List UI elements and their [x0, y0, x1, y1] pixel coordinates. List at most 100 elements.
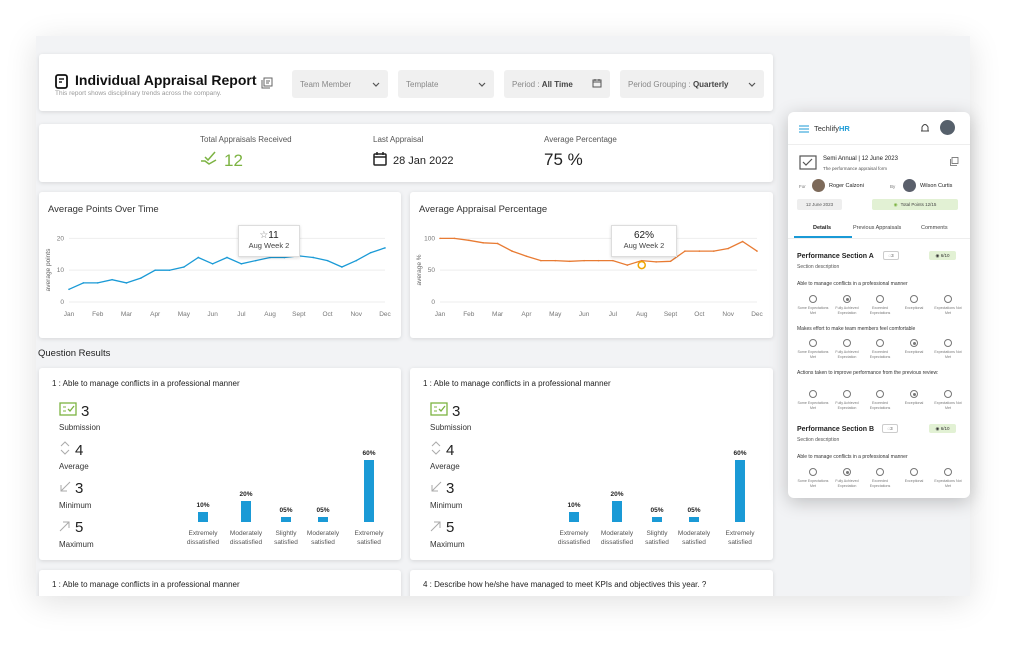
rating-radio[interactable]	[876, 390, 884, 398]
bar-value-label: 10%	[196, 501, 210, 509]
period-select[interactable]: Period : All Time	[504, 70, 610, 98]
maximum-icon	[430, 519, 442, 536]
rating-radio[interactable]	[944, 295, 952, 303]
x-tick-label: Feb	[463, 311, 475, 318]
y-tick-label: 50	[428, 267, 436, 274]
rating-radio[interactable]	[809, 468, 817, 476]
question-text: Actions taken to improve performance fro…	[797, 370, 939, 376]
bar-value-label: 10%	[567, 501, 581, 509]
tab-previous-appraisals[interactable]: Previous Appraisals	[853, 225, 902, 231]
rating-radio[interactable]	[876, 295, 884, 303]
data-point	[669, 260, 672, 263]
data-point	[741, 240, 744, 243]
bar-value-label: 05%	[279, 506, 293, 514]
tab-details[interactable]: Details	[813, 225, 832, 231]
rating-radio[interactable]	[843, 295, 851, 303]
y-axis-label: average %	[416, 254, 423, 285]
question-title: 1 : Able to manage conflicts in a profes…	[423, 379, 611, 388]
question-card: 1 : Able to manage conflicts in a profes…	[39, 368, 401, 560]
x-tick-label: Jan	[435, 311, 446, 318]
chevron-down-icon	[372, 80, 380, 89]
x-tick-label: Jun	[579, 311, 590, 318]
x-tick-label: Apr	[150, 311, 161, 318]
data-point	[183, 266, 185, 268]
template-select[interactable]: Template	[398, 70, 494, 98]
x-tick-label: Oct	[322, 311, 332, 318]
metric-value: 3	[430, 402, 460, 420]
distribution-bar: 20%	[234, 491, 258, 522]
x-tick-label: Jul	[609, 311, 618, 318]
data-point	[540, 259, 542, 262]
metric-value: 4	[430, 441, 454, 459]
data-point	[439, 237, 441, 240]
rating-radio[interactable]	[910, 390, 918, 398]
data-point	[712, 250, 715, 252]
distribution-bar: 10%	[191, 502, 215, 522]
metric-value: 3	[59, 480, 83, 497]
data-point	[125, 282, 128, 284]
x-tick-label: Nov	[350, 311, 362, 318]
highlighted-point[interactable]	[637, 260, 646, 270]
avatar[interactable]	[940, 120, 955, 135]
metric-label: Maximum	[59, 540, 94, 549]
question-card-bottom: 4 : Describe how he/she have managed to …	[410, 570, 773, 596]
metric-value: 5	[430, 519, 454, 536]
data-point	[698, 250, 701, 252]
export-icon[interactable]	[261, 76, 273, 94]
x-tick-label: Mar	[121, 311, 133, 318]
period-grouping-select[interactable]: Period Grouping : Quarterly	[620, 70, 764, 98]
rating-radio[interactable]	[876, 339, 884, 347]
report-header: Individual Appraisal Report This report …	[39, 54, 773, 111]
rating-option-label: Expectations Not Met	[934, 306, 962, 315]
data-point	[326, 259, 329, 262]
rating-radio[interactable]	[944, 339, 952, 347]
y-tick-label: 20	[57, 235, 65, 242]
data-point	[341, 266, 343, 268]
distribution-bar: 60%	[728, 450, 752, 522]
rating-radio[interactable]	[910, 339, 918, 347]
avatar	[812, 179, 825, 192]
rating-radio[interactable]	[910, 468, 918, 476]
x-tick-label: Dec	[379, 311, 391, 318]
distribution-bar: 05%	[645, 507, 669, 522]
menu-icon[interactable]	[799, 125, 809, 135]
rating-option-label: Exceeded Expectations	[869, 350, 891, 359]
points-chart-card: Average Points Over Time average points 0…	[39, 192, 401, 338]
rating-radio[interactable]	[843, 390, 851, 398]
y-tick-label: 10	[57, 267, 65, 274]
calendar-icon	[592, 78, 602, 90]
rating-radio[interactable]	[944, 390, 952, 398]
copy-icon[interactable]	[950, 157, 959, 168]
x-tick-label: Aug	[636, 311, 648, 318]
brand-logo: TechlifyHR	[814, 124, 850, 133]
report-doc-icon	[55, 74, 68, 94]
series-line	[68, 247, 386, 290]
rating-radio[interactable]	[809, 339, 817, 347]
rating-radio[interactable]	[876, 468, 884, 476]
bar-category-label: Moderately dissatisfied	[229, 530, 263, 546]
section-title: Performance Section B	[797, 426, 875, 433]
data-point	[655, 261, 657, 263]
metric-label: Submission	[430, 423, 472, 432]
bar	[364, 460, 374, 522]
bar-category-label: Moderately dissatisfied	[600, 530, 634, 546]
y-tick-label: 0	[60, 299, 64, 306]
rating-radio[interactable]	[944, 468, 952, 476]
rating-radio[interactable]	[843, 468, 851, 476]
y-axis-label: average points	[45, 248, 52, 291]
rating-option-label: Fully Achieved Expectation	[835, 479, 859, 488]
data-point	[626, 264, 629, 266]
tab-comments[interactable]: Comments	[921, 225, 948, 231]
metric-label: Minimum	[430, 501, 463, 510]
star-icon: ☆	[259, 230, 269, 241]
bell-icon[interactable]	[920, 122, 930, 136]
data-point	[525, 255, 528, 257]
points-tooltip: ☆11 Aug Week 2	[238, 225, 300, 257]
rating-radio[interactable]	[809, 390, 817, 398]
rating-radio[interactable]	[809, 295, 817, 303]
rating-radio[interactable]	[910, 295, 918, 303]
bar	[689, 516, 699, 522]
team-member-select[interactable]: Team Member	[292, 70, 388, 98]
rating-radio[interactable]	[843, 339, 851, 347]
distribution-bar: 10%	[562, 502, 586, 522]
